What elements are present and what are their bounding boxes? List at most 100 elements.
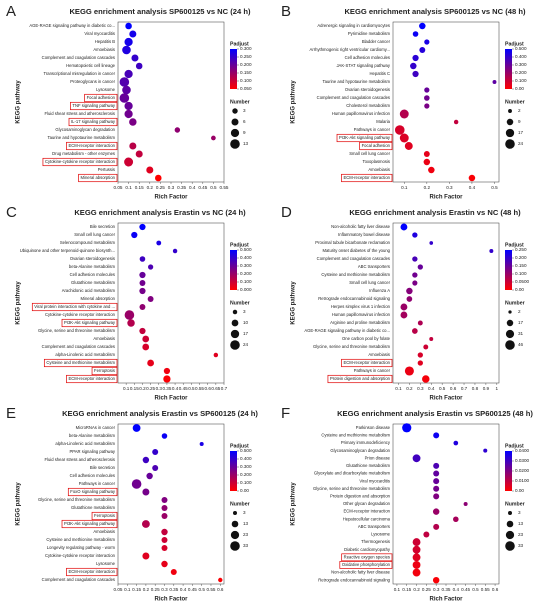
category-label: Human papillomavirus infection xyxy=(332,111,391,116)
highlight-box xyxy=(91,366,118,376)
category-label: AGE-RAGE signaling pathway in diabetic c… xyxy=(304,328,390,333)
point xyxy=(412,568,421,577)
size-legend-label: 23 xyxy=(243,532,249,537)
x-tick-label: 0.4 xyxy=(180,587,187,592)
x-tick-label: 0.55 xyxy=(481,587,490,592)
category-label: IL-17 signaling pathway xyxy=(71,119,116,124)
category-label: ABC transporters xyxy=(358,524,390,529)
point xyxy=(453,119,459,125)
category-label: ECM-receptor interaction xyxy=(68,143,115,148)
point xyxy=(433,462,440,469)
y-axis-label: KEGG pathway xyxy=(16,80,22,124)
category-label: Cytokine-cytokine receptor interaction xyxy=(45,159,116,164)
point xyxy=(433,432,440,439)
category-label: Cell adhesion molecules xyxy=(345,55,390,60)
x-tick-label: 0.25 xyxy=(422,587,431,592)
category-label: Thermogenesis xyxy=(361,539,390,544)
colorbar-tick-label: 0.0300 xyxy=(515,458,529,463)
x-tick-label: 0.05 xyxy=(114,587,123,592)
point xyxy=(119,93,130,103)
x-axis-label: Rich Factor xyxy=(154,597,188,603)
x-tick-label: 0.5 xyxy=(491,185,498,190)
point xyxy=(417,352,423,358)
point xyxy=(419,47,426,53)
point xyxy=(412,256,418,262)
category-label: PPAR signaling pathway xyxy=(69,449,115,454)
category-label: Small cell lung cancer xyxy=(349,151,390,156)
size-legend-dot xyxy=(505,139,515,149)
plot-frame xyxy=(392,423,500,585)
y-axis-label: KEGG pathway xyxy=(16,281,22,325)
point xyxy=(483,448,488,453)
point xyxy=(124,101,133,111)
category-label: Pyrimidine metabolism xyxy=(348,31,391,36)
point xyxy=(139,223,146,231)
x-tick-label: 0.65 xyxy=(211,386,220,391)
size-legend-title: Number xyxy=(505,501,525,507)
highlight-box xyxy=(66,141,118,151)
colorbar-tick-label: 0.100 xyxy=(240,480,252,485)
chart-title: KEGG enrichment analysis SP600125 vs NC … xyxy=(344,7,526,16)
colorbar-tick-label: 0.200 xyxy=(240,472,252,477)
size-legend-dot xyxy=(505,530,515,540)
point xyxy=(142,552,150,560)
point xyxy=(412,454,421,463)
size-legend-label: 2 xyxy=(518,309,521,314)
category-label: ECM-receptor interaction xyxy=(343,175,390,180)
point xyxy=(174,127,181,133)
colorbar-tick-label: 0.000 xyxy=(240,287,252,292)
point xyxy=(141,520,150,528)
x-tick-label: 0.2 xyxy=(143,587,150,592)
colorbar-tick-label: 0.200 xyxy=(240,271,252,276)
point xyxy=(146,166,154,174)
y-axis-label: KEGG pathway xyxy=(291,281,297,325)
colorbar-tick-label: 0.100 xyxy=(515,271,527,276)
highlight-box xyxy=(66,374,118,384)
x-tick-label: 0.2 xyxy=(413,587,420,592)
point xyxy=(433,485,440,492)
point xyxy=(124,109,133,119)
highlight-box xyxy=(339,561,393,569)
colorbar-tick-label: 0.500 xyxy=(240,247,252,252)
point xyxy=(131,54,139,62)
x-tick-label: 0.3 xyxy=(417,386,424,391)
size-legend-label: 24 xyxy=(518,141,524,146)
category-label: Glycosaminoglycan degradation xyxy=(330,448,390,453)
category-label: Oxidative phosphorylation xyxy=(342,562,391,567)
category-label: Viral myocarditis xyxy=(359,478,390,483)
highlight-box xyxy=(327,374,393,384)
chart-title: KEGG enrichment analysis Erastin vs NC (… xyxy=(74,208,246,217)
size-legend-label: 17 xyxy=(518,320,524,325)
category-label: Arginine and proline metabolism xyxy=(330,320,390,325)
x-tick-label: 0.25 xyxy=(151,587,160,592)
x-tick-label: 0.1 xyxy=(395,386,402,391)
y-axis-label: KEGG pathway xyxy=(291,482,297,526)
x-tick-label: 0.55 xyxy=(207,587,216,592)
category-label: Amoebiasis xyxy=(368,167,390,172)
size-legend-dot xyxy=(232,309,238,315)
colorbar-tick-label: 0.00 xyxy=(240,488,249,493)
category-label: Glycine, serine and threonine metabolism xyxy=(38,328,116,333)
x-tick-label: 0.7 xyxy=(221,386,228,391)
size-legend-dot xyxy=(230,139,240,149)
x-tick-label: 0.1 xyxy=(124,587,131,592)
category-label: Primary immunodeficiency xyxy=(341,440,391,445)
x-tick-label: 0.15 xyxy=(132,587,141,592)
point xyxy=(139,304,146,310)
size-legend-dot xyxy=(506,118,514,126)
size-legend-label: 46 xyxy=(518,342,524,347)
point xyxy=(124,37,133,47)
category-label: Lysosome xyxy=(371,532,391,537)
colorbar-tick-label: 0.0400 xyxy=(515,448,529,453)
x-tick-label: 0.15 xyxy=(402,587,411,592)
category-label: Mineral absorption xyxy=(81,175,116,180)
panel-label: F xyxy=(281,405,290,422)
category-label: Transcriptional misregulation in cancer xyxy=(43,71,115,76)
point xyxy=(131,479,142,489)
point xyxy=(412,232,418,238)
category-label: Reactive oxygen species xyxy=(344,554,390,559)
point xyxy=(163,375,171,383)
point xyxy=(119,77,130,87)
colorbar-tick-label: 0.300 xyxy=(240,263,252,268)
point xyxy=(156,240,162,246)
